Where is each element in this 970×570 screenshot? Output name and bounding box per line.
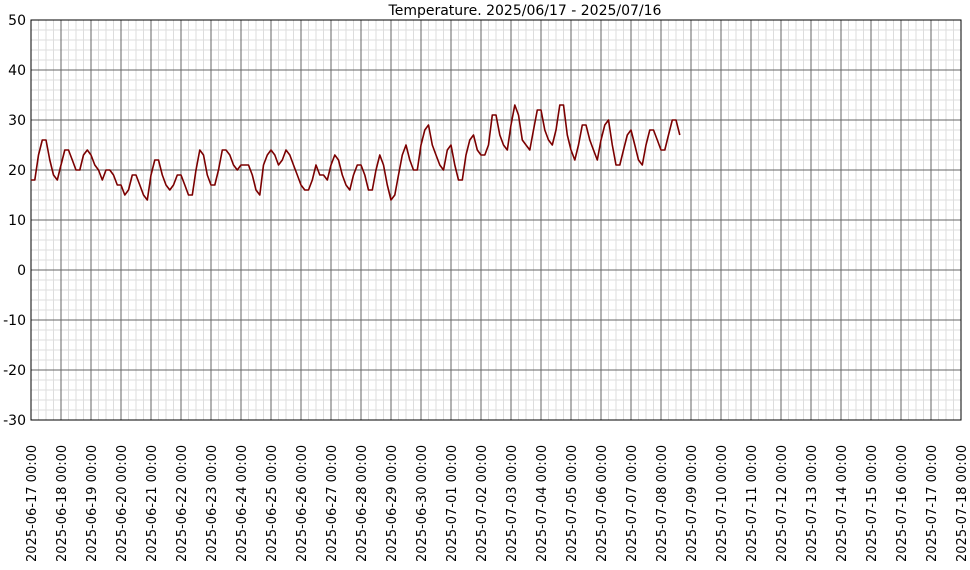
x-tick-label: 2025-06-26 00:00: [295, 445, 310, 562]
x-tick-label: 2025-06-20 00:00: [115, 445, 130, 562]
x-tick-label: 2025-07-11 00:00: [745, 445, 760, 562]
y-tick-label: -10: [3, 313, 26, 329]
x-tick-label: 2025-07-10 00:00: [715, 445, 730, 562]
y-tick-label: 0: [17, 263, 26, 279]
x-tick-label: 2025-07-13 00:00: [805, 445, 820, 562]
x-tick-label: 2025-07-16 00:00: [895, 445, 910, 562]
x-tick-label: 2025-07-15 00:00: [865, 445, 880, 562]
plot-frame: [30, 19, 962, 421]
x-tick-label: 2025-07-12 00:00: [775, 445, 790, 562]
y-tick-label: 40: [8, 63, 26, 79]
y-tick-label: 50: [8, 13, 26, 29]
x-tick-label: 2025-06-27 00:00: [325, 445, 340, 562]
y-tick-label: 20: [8, 163, 26, 179]
y-tick-label: -30: [3, 413, 26, 429]
x-tick-label: 2025-06-19 00:00: [85, 445, 100, 562]
x-tick-label: 2025-07-09 00:00: [685, 445, 700, 562]
x-tick-label: 2025-07-17 00:00: [925, 445, 940, 562]
x-tick-label: 2025-07-02 00:00: [475, 445, 490, 562]
x-tick-label: 2025-07-06 00:00: [595, 445, 610, 562]
temperature-series-line: [31, 104, 681, 201]
chart-title: Temperature. 2025/06/17 - 2025/07/16: [388, 3, 662, 19]
x-tick-label: 2025-06-23 00:00: [205, 445, 220, 562]
series-layer: [31, 104, 681, 201]
x-tick-label: 2025-06-18 00:00: [55, 445, 70, 562]
y-tick-labels: -30 -20 -10 0 10 20 30 40 50: [3, 13, 26, 429]
x-tick-label: 2025-07-14 00:00: [835, 445, 850, 562]
x-tick-label: 2025-06-17 00:00: [25, 445, 40, 562]
x-tick-label: 2025-07-04 00:00: [535, 445, 550, 562]
x-tick-label: 2025-07-03 00:00: [505, 445, 520, 562]
x-tick-label: 2025-07-08 00:00: [655, 445, 670, 562]
x-tick-label: 2025-06-28 00:00: [355, 445, 370, 562]
y-tick-label: 30: [8, 113, 26, 129]
x-tick-label: 2025-06-29 00:00: [385, 445, 400, 562]
y-tick-label: -20: [3, 363, 26, 379]
x-tick-label: 2025-07-05 00:00: [565, 445, 580, 562]
x-tick-label: 2025-07-07 00:00: [625, 445, 640, 562]
x-tick-labels: 2025-06-17 00:00 2025-06-18 00:00 2025-06-…: [25, 445, 970, 562]
x-tick-label: 2025-07-01 00:00: [445, 445, 460, 562]
y-tick-label: 10: [8, 213, 26, 229]
x-tick-label: 2025-06-21 00:00: [145, 445, 160, 562]
x-tick-label: 2025-06-22 00:00: [175, 445, 190, 562]
x-tick-label: 2025-07-18 00:00: [955, 445, 970, 562]
x-tick-label: 2025-06-24 00:00: [235, 445, 250, 562]
x-tick-label: 2025-06-25 00:00: [265, 445, 280, 562]
x-tick-label: 2025-06-30 00:00: [415, 445, 430, 562]
major-grid: [30, 19, 962, 421]
